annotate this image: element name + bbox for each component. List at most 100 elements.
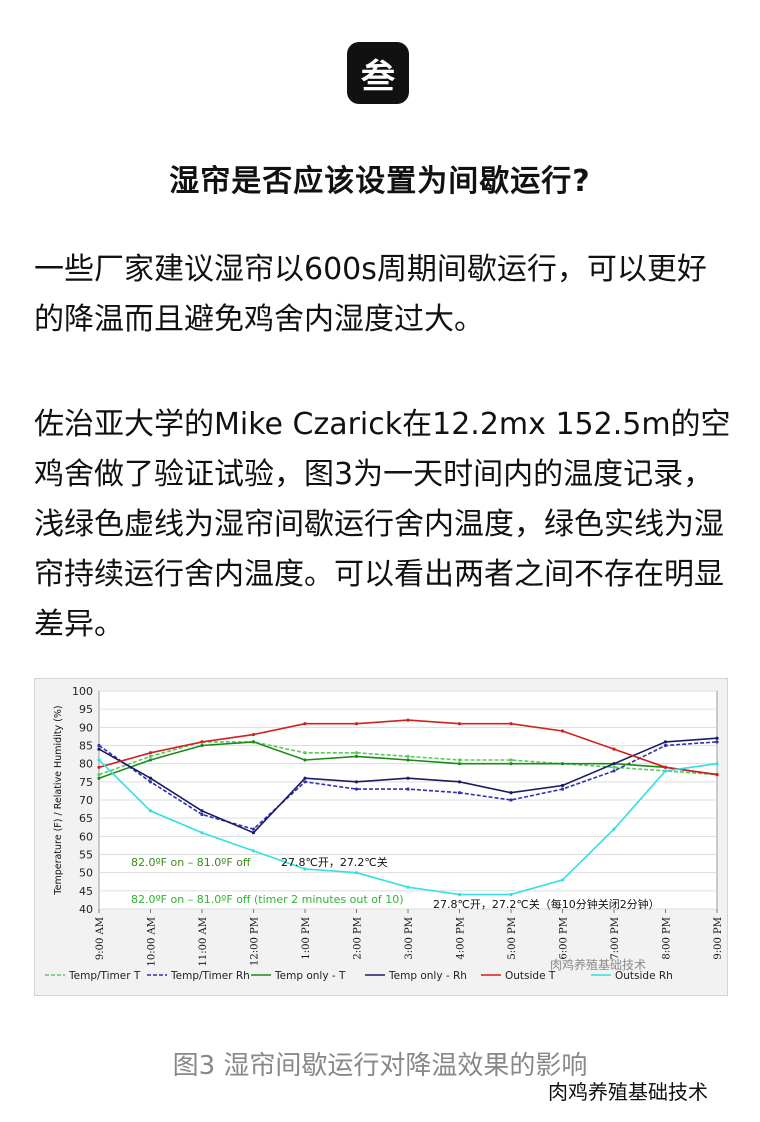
x-tick-label: 5:00 PM bbox=[507, 917, 518, 960]
data-point bbox=[457, 780, 462, 784]
x-tick-label: 1:00 PM bbox=[301, 917, 312, 960]
legend-label-4: Outside T bbox=[505, 970, 556, 982]
y-tick-label: 40 bbox=[79, 903, 93, 916]
data-point bbox=[509, 892, 513, 897]
annotation-3: 82.0ºF on – 81.0ºF off (timer 2 minutes … bbox=[131, 893, 404, 906]
paragraph-1: 一些厂家建议湿帘以600s周期间歇运行，可以更好的降温而且避免鸡舍内湿度过大。 bbox=[34, 252, 707, 337]
data-point bbox=[200, 743, 204, 748]
annotation-1: 82.0ºF on – 81.0ºF off bbox=[131, 856, 251, 869]
x-tick-label: 6:00 PM bbox=[559, 917, 570, 960]
data-point bbox=[406, 787, 410, 791]
data-point bbox=[303, 776, 307, 780]
data-point bbox=[560, 729, 565, 733]
legend-label-3: Temp only - Rh bbox=[388, 970, 467, 982]
watermark: 肉鸡养殖基础技术 bbox=[548, 1080, 708, 1104]
chart-svg: 40 45 50 55 60 65 70 75 80 85 90 95 100 9:00 AM 10:00 … bbox=[45, 685, 724, 982]
legend-label-5: Outside Rh bbox=[615, 970, 673, 982]
data-point bbox=[509, 758, 513, 762]
data-point bbox=[663, 743, 668, 748]
data-point bbox=[251, 733, 256, 737]
data-point bbox=[200, 809, 204, 813]
data-point bbox=[200, 812, 204, 817]
data-point bbox=[612, 765, 616, 769]
data-point bbox=[354, 780, 359, 784]
y-tick-label: 85 bbox=[79, 740, 93, 753]
data-point bbox=[251, 831, 256, 835]
data-point bbox=[97, 772, 101, 777]
data-point bbox=[509, 762, 513, 766]
data-point bbox=[612, 769, 616, 773]
data-point bbox=[663, 740, 668, 744]
data-point bbox=[663, 769, 668, 773]
x-tick-label: 9:00 AM bbox=[95, 917, 106, 960]
data-point bbox=[560, 878, 565, 882]
data-point bbox=[457, 892, 462, 897]
data-point bbox=[354, 751, 359, 755]
chart-container: 40 45 50 55 60 65 70 75 80 85 90 95 100 9:00 AM 10:00 … bbox=[34, 678, 728, 996]
data-point bbox=[406, 754, 410, 758]
y-tick-label: 45 bbox=[79, 885, 93, 898]
data-point bbox=[97, 743, 101, 748]
data-point bbox=[354, 754, 359, 758]
x-tick-label: 7:00 PM bbox=[610, 917, 621, 960]
legend-label-2: Temp only - T bbox=[274, 970, 346, 982]
y-axis-label: Temperature (F) / Relative Humidity (%) bbox=[53, 705, 64, 895]
y-tick-label: 90 bbox=[79, 721, 93, 734]
data-point bbox=[406, 718, 410, 722]
data-point bbox=[509, 798, 513, 802]
data-point bbox=[251, 849, 256, 853]
data-point bbox=[715, 762, 719, 766]
data-point bbox=[97, 776, 101, 780]
data-point bbox=[251, 740, 256, 744]
annotation-2: 27.8℃开，27.2℃关 bbox=[281, 855, 388, 869]
y-tick-label: 100 bbox=[72, 685, 93, 698]
data-point bbox=[251, 827, 256, 831]
x-tick-label: 3:00 PM bbox=[404, 917, 415, 960]
x-tick-label: 9:00 PM bbox=[713, 917, 724, 960]
x-tick-label: 8:00 PM bbox=[662, 917, 673, 960]
x-tick-label: 11:00 AM bbox=[198, 917, 209, 966]
data-point bbox=[148, 776, 153, 780]
y-tick-label: 70 bbox=[79, 794, 93, 807]
data-point bbox=[303, 867, 307, 871]
x-tick-label: 2:00 PM bbox=[353, 917, 364, 960]
data-point bbox=[97, 758, 101, 762]
data-point bbox=[148, 751, 153, 755]
y-tick-label: 50 bbox=[79, 867, 93, 880]
data-point bbox=[406, 776, 410, 780]
paragraph-2: 佐治亚大学的Mike Czarick在12.2mx 152.5m的空鸡舍做了验证… bbox=[34, 407, 731, 642]
data-point bbox=[612, 827, 616, 831]
legend-label-1: Temp/Timer Rh bbox=[170, 970, 250, 982]
data-point bbox=[97, 747, 101, 751]
data-point bbox=[303, 758, 307, 762]
data-point bbox=[457, 758, 462, 762]
data-point bbox=[457, 722, 462, 726]
data-point bbox=[612, 762, 616, 766]
data-point bbox=[406, 885, 410, 889]
y-tick-label: 80 bbox=[79, 758, 93, 771]
data-point bbox=[303, 780, 307, 784]
y-tick-label: 65 bbox=[79, 812, 93, 825]
data-point bbox=[303, 722, 307, 726]
y-tick-label: 60 bbox=[79, 830, 93, 843]
data-point bbox=[148, 780, 153, 784]
data-point bbox=[715, 772, 719, 777]
data-point bbox=[148, 758, 153, 762]
data-point bbox=[303, 751, 307, 755]
data-point bbox=[715, 740, 719, 744]
data-point bbox=[200, 740, 204, 744]
data-point bbox=[509, 791, 513, 795]
y-tick-label: 75 bbox=[79, 776, 93, 789]
y-tick-label: 95 bbox=[79, 703, 93, 716]
data-point bbox=[97, 765, 101, 769]
section-heading: 湿帘是否应该设置为间歇运行? bbox=[169, 164, 591, 199]
figure-caption: 图3 湿帘间歇运行对降温效果的影响 bbox=[172, 1051, 588, 1081]
data-point bbox=[406, 758, 410, 762]
data-point bbox=[354, 722, 359, 726]
data-point bbox=[560, 787, 565, 791]
data-point bbox=[663, 765, 668, 769]
section-badge: 叁 bbox=[347, 42, 409, 104]
data-point bbox=[354, 871, 359, 875]
data-point bbox=[715, 736, 719, 740]
annotation-4: 27.8℃开，27.2℃关（每10分钟关闭2分钟） bbox=[433, 897, 660, 911]
